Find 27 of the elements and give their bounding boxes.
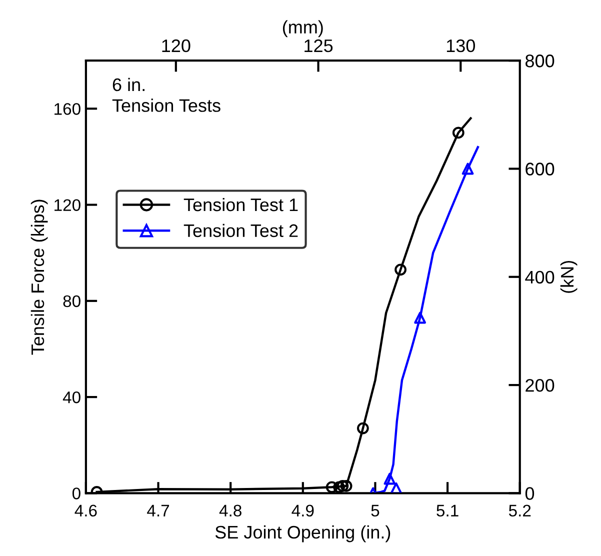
y2-tick-label: 600 [526,162,554,176]
y2-tick-label: 800 [526,54,554,68]
y-tick-label: 40 [62,391,80,404]
y-tick-label: 0 [72,488,80,500]
y-tick-label: 120 [54,199,80,211]
y2-axis-title: (kN) [560,260,578,293]
y-axis-title: Tensile Force (kips) [30,200,48,355]
x-tick-label: 5 [371,504,380,517]
y-tick-label: 160 [54,103,80,115]
x-tick-label: 4.7 [147,504,170,516]
x-tick-label: 5.1 [436,504,458,517]
x2-tick-label: 130 [446,39,475,52]
x-axis-title: SE Joint Opening (in.) [215,525,390,542]
x2-tick-label: 125 [304,39,333,52]
y2-tick-label: 0 [525,487,534,500]
legend-label: Tension Test 1 [184,198,298,212]
x2-tick-label: 120 [162,39,190,52]
legend-label: Tension Test 2 [184,224,298,238]
y2-tick-label: 200 [526,378,554,392]
x2-axis-title: (mm) [282,20,323,38]
x-tick-label: 5.2 [508,504,531,517]
x-tick-label: 4.6 [74,504,97,517]
y2-tick-label: 400 [525,270,554,284]
y-tick-label: 80 [63,295,80,308]
x-tick-label: 4.9 [292,504,314,517]
x-tick-label: 4.8 [219,504,242,517]
annotation: 6 in. Tension Tests [112,78,220,112]
